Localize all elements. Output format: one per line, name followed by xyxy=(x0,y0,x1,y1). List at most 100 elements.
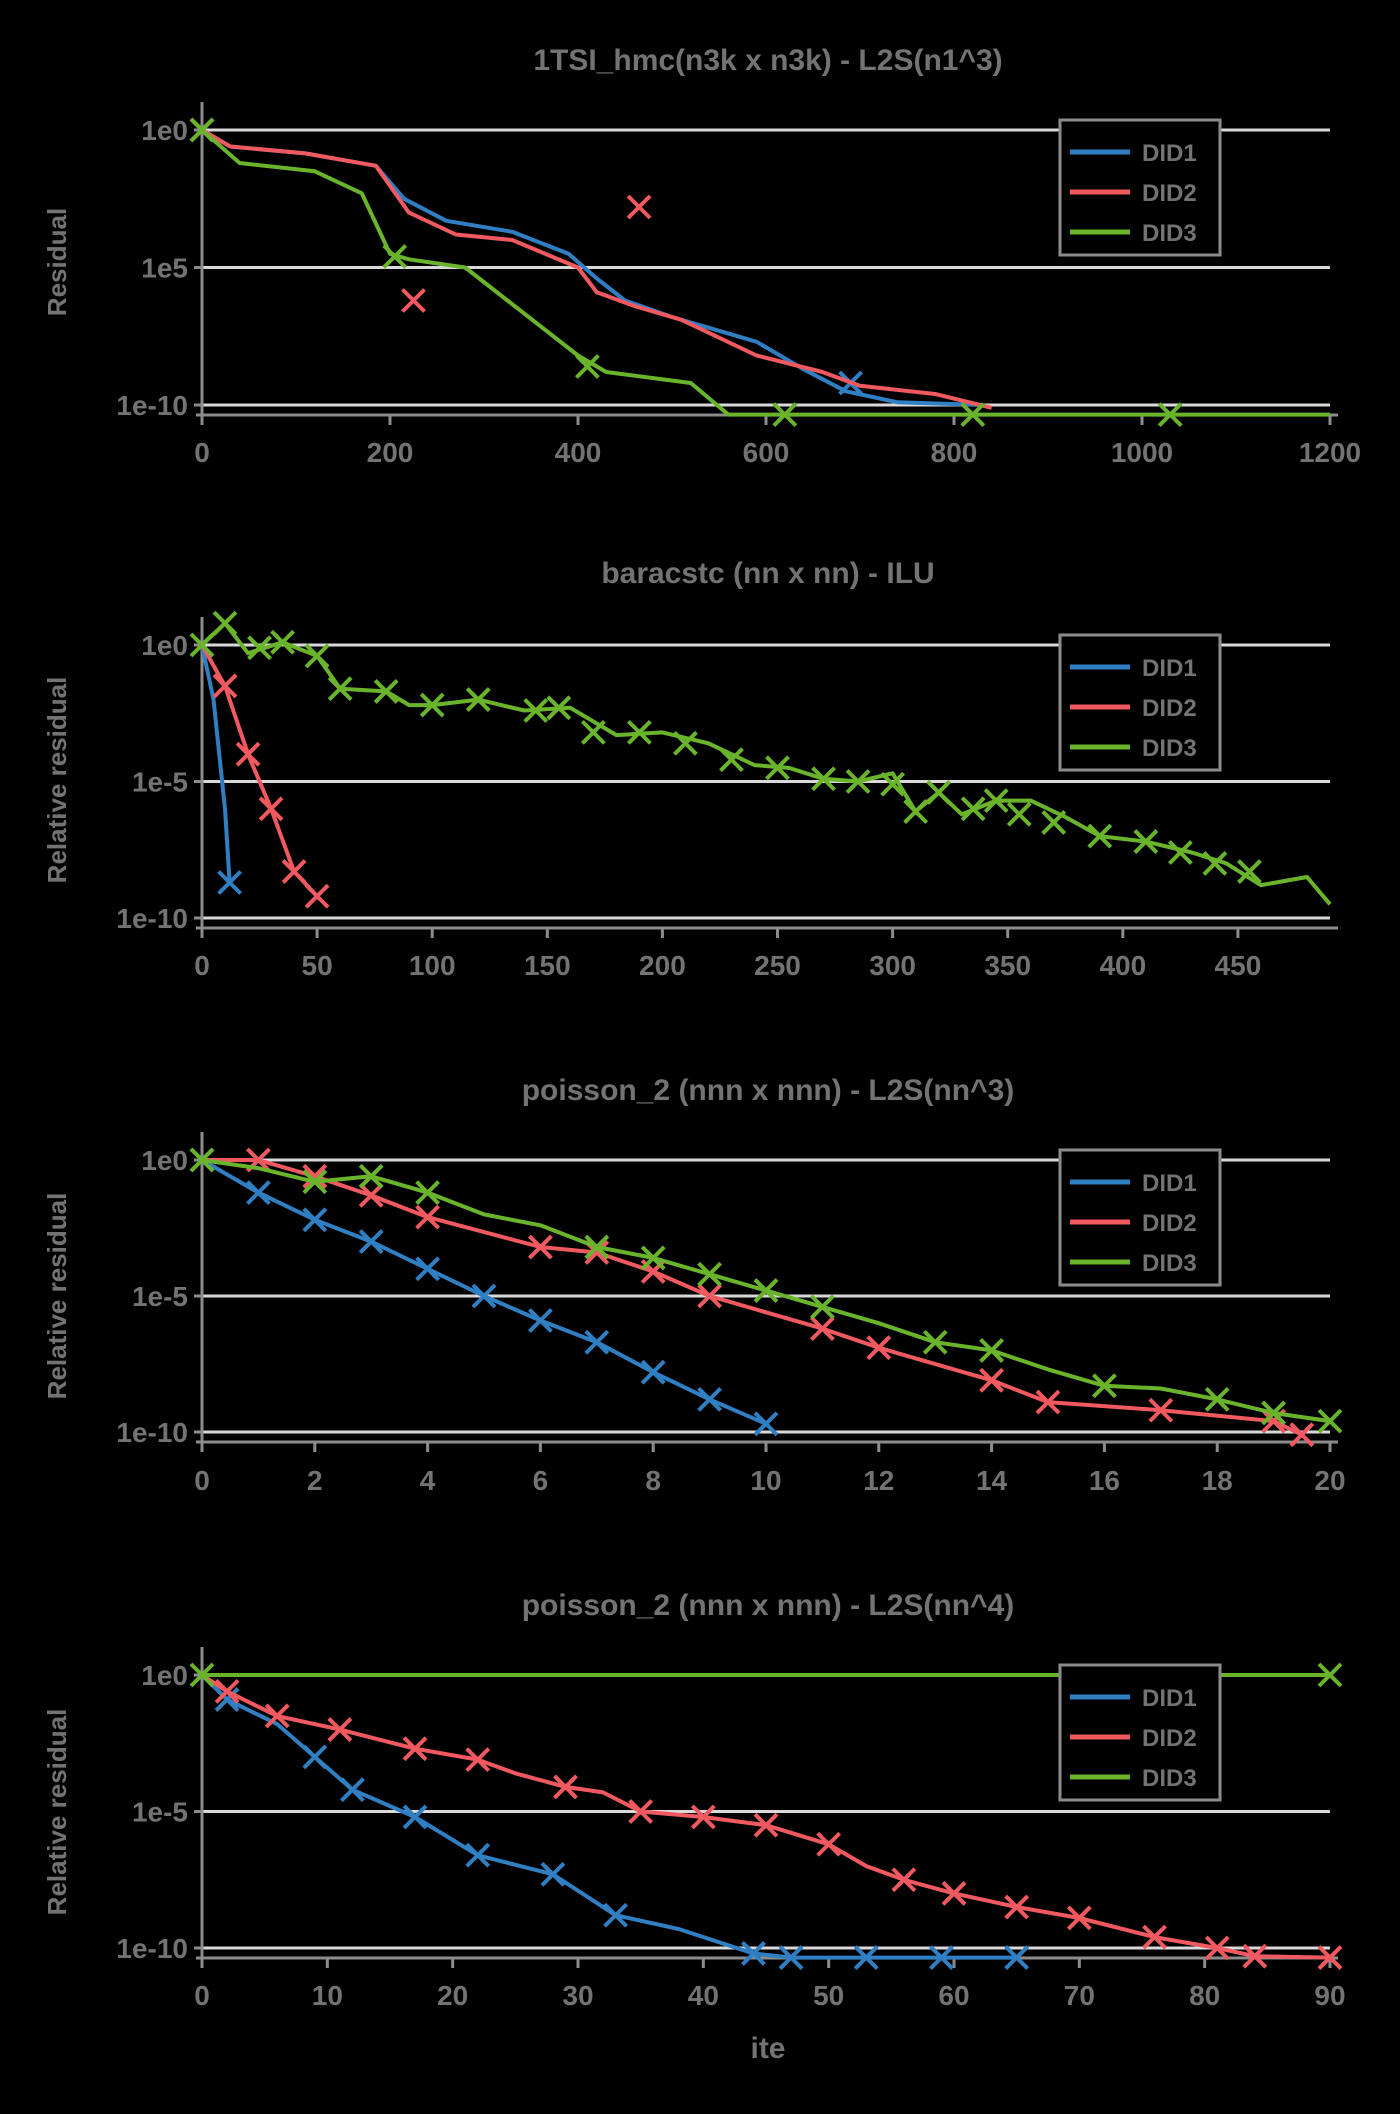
series-marker-1 xyxy=(339,1777,365,1803)
legend-label-3: DID3 xyxy=(1142,1765,1197,1792)
series-marker-3 xyxy=(189,632,215,658)
series-marker-3 xyxy=(903,799,929,824)
x-tick-label: 0 xyxy=(194,1465,210,1496)
series-marker-2 xyxy=(979,1367,1005,1393)
x-tick-label: 350 xyxy=(984,950,1031,981)
y-tick-label: 1e0 xyxy=(141,630,188,661)
series-marker-1 xyxy=(214,1687,240,1712)
series-marker-2 xyxy=(816,1831,842,1857)
y-tick-label: 1e-10 xyxy=(116,1933,188,1964)
x-tick-label: 70 xyxy=(1064,1980,1095,2011)
series-marker-2 xyxy=(465,1747,491,1773)
x-tick-label: 16 xyxy=(1089,1465,1120,1496)
series-line-1 xyxy=(200,1673,1017,1960)
x-tick-label: 150 xyxy=(524,950,571,981)
series-marker-3 xyxy=(584,1234,610,1260)
series-marker-3 xyxy=(247,635,272,661)
series-marker-2 xyxy=(1289,1422,1315,1448)
series-marker-1 xyxy=(402,1804,428,1830)
series-marker-2 xyxy=(753,1812,779,1838)
series-marker-3 xyxy=(811,766,836,792)
series-marker-3 xyxy=(415,1180,441,1206)
series-line-2 xyxy=(200,128,993,410)
series-marker-3 xyxy=(189,1662,215,1688)
series-marker-1 xyxy=(853,1945,879,1970)
series-marker-3 xyxy=(1317,1662,1343,1688)
x-tick-label: 400 xyxy=(1099,950,1146,981)
series-marker-3 xyxy=(640,1245,666,1271)
x-tick-label: 300 xyxy=(869,950,916,981)
legend-label-1: DID1 xyxy=(1142,140,1197,167)
series-marker-1 xyxy=(358,1229,384,1255)
y-tick-label: 1e0 xyxy=(141,115,188,146)
series-marker-3 xyxy=(270,629,295,655)
series-marker-1 xyxy=(471,1283,497,1309)
series-marker-2 xyxy=(212,673,238,699)
y-tick-label: 1e-5 xyxy=(132,767,188,798)
x-tick-label: 50 xyxy=(813,1980,844,2011)
series-line-3 xyxy=(200,128,1330,417)
chart-title: poisson_2 (nnn x nnn) - L2S(nn^4) xyxy=(522,1589,1015,1622)
x-tick-label: 0 xyxy=(194,437,210,468)
series-marker-2 xyxy=(401,288,426,313)
legend-label-2: DID2 xyxy=(1142,1725,1197,1752)
x-tick-label: 80 xyxy=(1189,1980,1220,2011)
series-marker-3 xyxy=(960,796,986,822)
series-marker-2 xyxy=(258,796,284,822)
y-tick-label: 1e-5 xyxy=(132,1281,188,1312)
x-tick-label: 1200 xyxy=(1299,437,1361,468)
series-marker-2 xyxy=(327,1717,353,1743)
series-marker-3 xyxy=(772,402,798,428)
series-marker-1 xyxy=(540,1861,566,1887)
series-line-2 xyxy=(200,1673,1331,1960)
legend-label-1: DID1 xyxy=(1142,655,1197,682)
series-marker-2 xyxy=(358,1182,384,1208)
series-marker-3 xyxy=(673,730,698,756)
series-marker-3 xyxy=(212,610,238,636)
series-marker-2 xyxy=(628,1799,654,1824)
y-axis-label: Relative residual xyxy=(42,1193,72,1400)
series-marker-2 xyxy=(891,1867,917,1893)
chart-title: baracstc (nn x nn) - ILU xyxy=(601,557,934,590)
series-marker-3 xyxy=(1167,840,1193,865)
series-marker-2 xyxy=(1242,1943,1268,1969)
series-marker-2 xyxy=(214,1678,240,1704)
series-marker-3 xyxy=(880,771,906,797)
series-marker-3 xyxy=(523,698,549,723)
series-marker-3 xyxy=(580,719,606,745)
series-marker-3 xyxy=(358,1163,384,1189)
legend-label-3: DID3 xyxy=(1142,735,1197,762)
series-marker-3 xyxy=(574,354,600,379)
series-marker-3 xyxy=(382,244,408,269)
y-axis-label: Relative residual xyxy=(42,677,72,884)
series-marker-2 xyxy=(264,1703,290,1729)
series-marker-1 xyxy=(465,1842,491,1868)
series-marker-2 xyxy=(1142,1924,1167,1950)
series-marker-1 xyxy=(741,1941,766,1966)
series-marker-2 xyxy=(626,194,652,220)
y-tick-label: 1e0 xyxy=(141,1145,188,1176)
series-marker-3 xyxy=(1041,810,1067,835)
series-marker-3 xyxy=(373,678,399,704)
x-tick-label: 200 xyxy=(367,437,414,468)
x-tick-label: 20 xyxy=(437,1980,468,2011)
series-marker-3 xyxy=(809,1294,835,1320)
x-tick-label: 40 xyxy=(688,1980,719,2011)
series-marker-2 xyxy=(1035,1389,1061,1415)
series-marker-3 xyxy=(697,1261,723,1287)
x-tick-label: 200 xyxy=(639,950,686,981)
series-marker-3 xyxy=(189,117,215,143)
series-marker-3 xyxy=(1087,823,1113,849)
series-marker-3 xyxy=(302,1169,328,1195)
x-tick-label: 600 xyxy=(743,437,790,468)
series-marker-3 xyxy=(1261,1400,1287,1426)
legend-label-3: DID3 xyxy=(1142,1250,1197,1277)
series-marker-1 xyxy=(302,1207,328,1233)
series-marker-2 xyxy=(402,1736,428,1762)
series-marker-3 xyxy=(546,695,572,721)
series-marker-3 xyxy=(765,755,790,781)
series-marker-3 xyxy=(983,788,1009,814)
y-tick-label: 1e-10 xyxy=(116,390,188,421)
x-tick-label: 0 xyxy=(194,1980,210,2011)
series-marker-2 xyxy=(697,1283,723,1309)
